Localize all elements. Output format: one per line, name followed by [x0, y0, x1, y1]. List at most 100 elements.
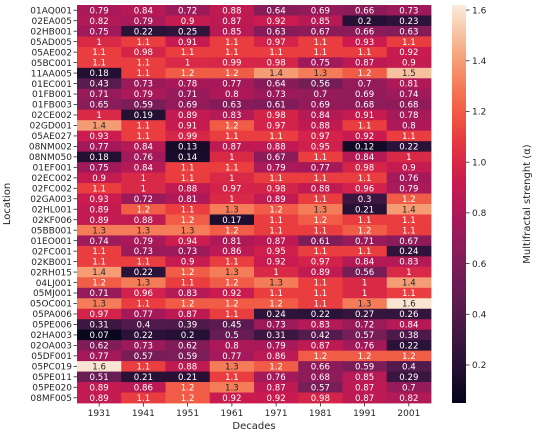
- heatmap-cell-label: 0.84: [355, 153, 374, 163]
- heatmap-cell-label: 0.93: [355, 38, 374, 48]
- heatmap-cell: [121, 193, 166, 205]
- heatmap-cell: [121, 204, 166, 215]
- heatmap-cell-label: 0.97: [90, 310, 109, 320]
- heatmap-cell: [165, 298, 211, 310]
- heatmap-cell: [298, 57, 343, 69]
- heatmap-cell-label: 0.87: [311, 341, 330, 351]
- heatmap-cell-label: 1.2: [225, 300, 239, 310]
- heatmap-cell-label: 0.99: [222, 59, 241, 69]
- heatmap-cell: [121, 36, 166, 48]
- heatmap-cell-label: 0.9: [402, 59, 416, 69]
- heatmap-cell: [298, 392, 343, 404]
- heatmap-cell: [165, 130, 211, 142]
- heatmap-cell: [386, 214, 432, 226]
- heatmap-cell: [209, 151, 255, 163]
- heatmap-cell: [165, 382, 211, 393]
- heatmap-cell-label: 0.22: [311, 310, 330, 320]
- heatmap-cell: [254, 340, 299, 352]
- heatmap-cell-label: 0.91: [355, 111, 374, 121]
- heatmap-cell-label: 1.4: [92, 268, 106, 278]
- heatmap-cell-label: 1.3: [137, 279, 151, 289]
- heatmap-cell-label: 0.89: [90, 216, 109, 226]
- heatmap-cell: [77, 287, 122, 299]
- heatmap-cell: [121, 5, 166, 16]
- heatmap-cell: [386, 340, 432, 352]
- heatmap-cell: [77, 256, 122, 268]
- heatmap-cell: [298, 319, 343, 331]
- heatmap-cell: [342, 382, 388, 393]
- heatmap-cell-label: 0.84: [134, 142, 153, 152]
- heatmap-cell: [386, 298, 432, 310]
- heatmap-cell: [165, 340, 211, 352]
- heatmap-cell-label: 0.89: [90, 205, 109, 215]
- x-axis-label: Decades: [232, 421, 275, 432]
- heatmap-cell-label: 1.5: [402, 69, 416, 79]
- heatmap-cell: [298, 46, 343, 58]
- heatmap-cell: [165, 235, 211, 247]
- heatmap-cell-label: 0.22: [134, 268, 153, 278]
- heatmap-cell-label: 0.79: [399, 184, 418, 194]
- heatmap-cell: [342, 183, 388, 194]
- y-tick-label: 05BB001: [31, 226, 72, 236]
- heatmap-cell: [298, 99, 343, 111]
- heatmap-cell-label: 0.91: [178, 38, 197, 48]
- heatmap-cell-label: 0.87: [355, 383, 374, 393]
- heatmap-cell-label: 1.1: [181, 279, 195, 289]
- heatmap-cell-label: 1.2: [358, 352, 372, 362]
- heatmap-cell: [209, 340, 255, 352]
- heatmap-cell-label: 0.95: [311, 142, 330, 152]
- heatmap-cell: [342, 130, 388, 142]
- heatmap-cell-label: 0.39: [178, 321, 197, 331]
- heatmap-cell: [342, 214, 388, 226]
- heatmap-cell: [386, 287, 432, 299]
- heatmap-cell-label: 0.85: [311, 17, 330, 27]
- heatmap-cell: [77, 141, 122, 153]
- colorbar-tick-label: 1.2: [472, 108, 486, 118]
- heatmap-cell-label: 0.95: [267, 247, 286, 257]
- heatmap-cell: [386, 371, 432, 383]
- heatmap-cell: [77, 319, 122, 331]
- heatmap-cell: [386, 329, 432, 341]
- heatmap-cell: [298, 193, 343, 205]
- heatmap-cell: [386, 162, 432, 173]
- heatmap-cell-label: 0.8: [225, 90, 239, 100]
- heatmap-cell: [121, 361, 166, 372]
- heatmap-cell: [121, 172, 166, 184]
- heatmap-cell: [77, 99, 122, 111]
- heatmap-cell-label: 0.87: [267, 383, 286, 393]
- heatmap-cell: [165, 287, 211, 299]
- heatmap-cell-label: 1.1: [137, 132, 151, 142]
- heatmap-cell: [386, 46, 432, 58]
- heatmap-cell: [77, 245, 122, 257]
- heatmap-cell: [254, 350, 299, 362]
- heatmap-cell-label: 0.99: [178, 132, 197, 142]
- y-tick-label: 01EO001: [31, 237, 72, 247]
- heatmap-cell: [209, 78, 255, 90]
- heatmap-cell: [254, 371, 299, 383]
- heatmap-cell: [386, 172, 432, 184]
- heatmap-cell-label: 0.67: [399, 237, 418, 247]
- heatmap-cell: [342, 371, 388, 383]
- heatmap-cell-label: 0.71: [90, 289, 109, 299]
- heatmap-cell: [165, 204, 211, 215]
- heatmap-cell-label: 0.77: [134, 310, 153, 320]
- y-tick-label: 05BC001: [31, 59, 72, 69]
- heatmap-cell-label: 0.93: [90, 132, 109, 142]
- heatmap-cell: [165, 120, 211, 132]
- heatmap-cell-label: 1.2: [181, 394, 195, 404]
- heatmap-cell-label: 0.97: [311, 258, 330, 268]
- heatmap-cell-label: 0.82: [90, 17, 109, 27]
- heatmap-cell: [254, 25, 299, 37]
- heatmap-cell: [342, 57, 388, 69]
- heatmap-cell: [342, 25, 388, 37]
- heatmap-cell-label: 0.82: [399, 394, 418, 404]
- heatmap-cell-label: 1.1: [225, 48, 239, 58]
- heatmap-cell-label: 0.62: [90, 341, 109, 351]
- heatmap-cell: [386, 183, 432, 194]
- heatmap-cell-label: 0.4: [137, 321, 151, 331]
- heatmap-cell-label: 1.1: [137, 69, 151, 79]
- heatmap-cell-label: 0.73: [267, 90, 286, 100]
- heatmap-cell: [386, 15, 432, 27]
- y-tick-label: 08NM002: [29, 143, 72, 153]
- heatmap-cell: [165, 25, 211, 37]
